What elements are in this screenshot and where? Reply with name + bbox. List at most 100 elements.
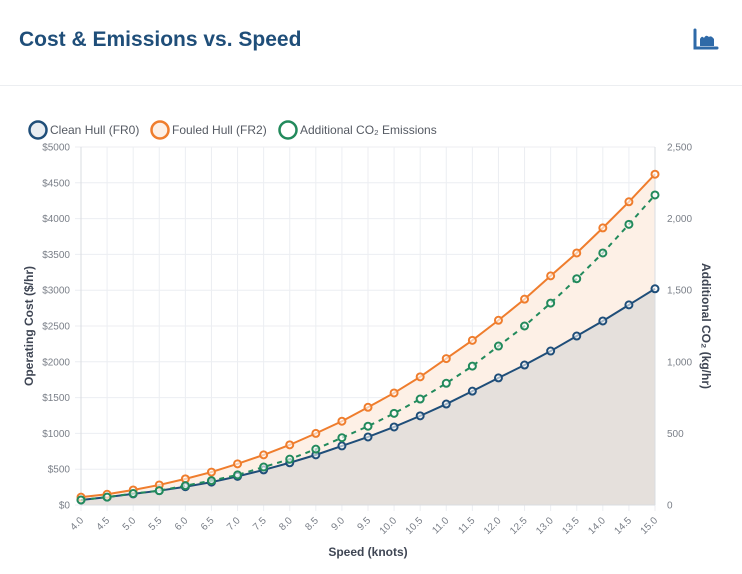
data-point <box>415 372 425 382</box>
data-point <box>441 354 451 364</box>
x-tick-label: 6.5 <box>199 515 217 533</box>
data-point <box>311 428 321 438</box>
data-point <box>233 459 243 469</box>
data-point <box>311 444 321 454</box>
data-point <box>285 454 295 464</box>
x-tick-label: 4.5 <box>95 515 113 533</box>
data-point <box>572 248 582 258</box>
data-point <box>206 467 216 477</box>
data-point <box>520 294 530 304</box>
data-point <box>180 481 190 491</box>
y2-tick-label: 0 <box>667 501 673 512</box>
data-point <box>520 321 530 331</box>
y-tick-label: $1500 <box>42 393 70 404</box>
x-tick-label: 5.0 <box>121 515 139 533</box>
x-tick-label: 15.0 <box>639 515 661 537</box>
data-point <box>546 271 556 281</box>
x-tick-label: 11.0 <box>430 515 451 536</box>
data-point <box>467 361 477 371</box>
data-point <box>389 422 399 432</box>
card-header: Cost & Emissions vs. Speed <box>0 0 742 86</box>
data-point <box>363 432 373 442</box>
y-tick-label: $4000 <box>42 214 70 225</box>
y-tick-label: $5000 <box>42 143 70 154</box>
data-point <box>337 416 347 426</box>
series-line-2 <box>80 194 656 501</box>
data-point <box>650 284 660 294</box>
y-tick-label: $0 <box>59 501 71 512</box>
legend-marker-0 <box>28 120 48 140</box>
data-point <box>467 386 477 396</box>
data-point <box>415 394 425 404</box>
data-point <box>493 373 503 383</box>
legend-label-2[interactable]: Additional CO₂ Emissions <box>300 123 437 137</box>
y2-tick-label: 1,000 <box>667 357 692 368</box>
x-tick-label: 8.0 <box>277 515 295 533</box>
data-point <box>467 335 477 345</box>
x-tick-label: 11.5 <box>456 515 477 536</box>
y-tick-label: $3500 <box>42 250 70 261</box>
x-tick-label: 9.0 <box>329 515 347 533</box>
data-point <box>493 341 503 351</box>
x-tick-label: 12.5 <box>508 515 530 537</box>
legend-marker-1 <box>150 120 170 140</box>
y-tick-label: $1000 <box>42 429 70 440</box>
data-point <box>389 408 399 418</box>
x-tick-label: 6.0 <box>173 515 191 533</box>
y-tick-label: $4500 <box>42 178 70 189</box>
legend-marker-2 <box>278 120 298 140</box>
y-tick-label: $2000 <box>42 357 70 368</box>
data-point <box>337 433 347 443</box>
data-point <box>259 462 269 472</box>
x-tick-label: 13.0 <box>534 515 556 537</box>
x-tick-label: 8.5 <box>303 515 321 533</box>
legend-label-1[interactable]: Fouled Hull (FR2) <box>172 123 267 137</box>
data-point <box>337 441 347 451</box>
x-tick-label: 10.5 <box>404 515 426 537</box>
data-point <box>546 298 556 308</box>
data-point <box>520 360 530 370</box>
data-point <box>650 169 660 179</box>
y2-tick-label: 1,500 <box>667 286 692 297</box>
y-tick-label: $500 <box>48 465 71 476</box>
y2-tick-label: 500 <box>667 429 684 440</box>
x-tick-label: 12.0 <box>482 515 504 537</box>
data-point <box>154 486 164 496</box>
x-tick-label: 14.0 <box>586 515 608 537</box>
data-point <box>598 248 608 258</box>
y2-axis-title: Additional CO₂ (kg/hr) <box>699 263 713 389</box>
x-tick-label: 14.5 <box>612 515 634 537</box>
data-point <box>259 450 269 460</box>
y-tick-label: $2500 <box>42 322 70 333</box>
data-point <box>650 190 660 200</box>
y2-tick-label: 2,000 <box>667 214 692 225</box>
data-point <box>624 197 634 207</box>
data-point <box>441 378 451 388</box>
data-point <box>598 223 608 233</box>
data-point <box>389 388 399 398</box>
data-point <box>102 492 112 502</box>
x-tick-label: 4.0 <box>69 515 87 533</box>
data-point <box>285 440 295 450</box>
area-chart-icon[interactable] <box>692 28 720 52</box>
x-tick-label: 13.5 <box>560 515 582 537</box>
data-point <box>572 331 582 341</box>
data-point <box>415 411 425 421</box>
series-area-0 <box>81 288 655 505</box>
data-point <box>128 489 138 499</box>
data-point <box>572 274 582 284</box>
x-tick-label: 10.0 <box>378 515 400 537</box>
data-point <box>493 315 503 325</box>
data-point <box>363 421 373 431</box>
data-point <box>546 346 556 356</box>
legend-label-0[interactable]: Clean Hull (FR0) <box>50 123 139 137</box>
x-tick-label: 5.5 <box>147 515 165 533</box>
data-point <box>624 300 634 310</box>
x-axis-title: Speed (knots) <box>328 545 407 559</box>
data-point <box>598 316 608 326</box>
y-tick-label: $3000 <box>42 286 70 297</box>
y-axis-title: Operating Cost ($/hr) <box>22 266 36 386</box>
x-tick-label: 7.5 <box>251 515 269 533</box>
data-point <box>233 470 243 480</box>
